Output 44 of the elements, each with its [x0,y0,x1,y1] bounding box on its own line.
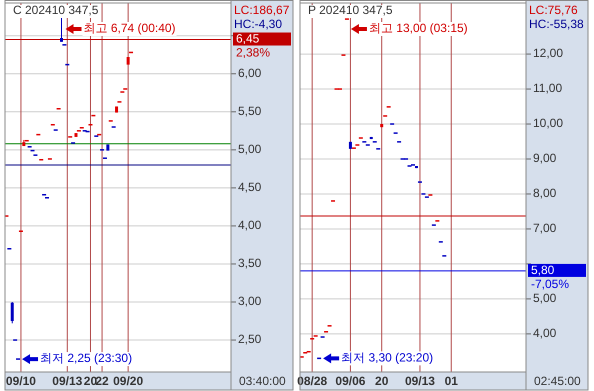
y-tick-label: 9,00 [533,151,557,166]
y-tick-label: 11,00 [533,81,562,96]
x-tick-label: 09/20 [113,374,144,388]
chart-title: C 202410 347,5 [13,3,99,17]
annotation: 최저 2,25 (23:30) [40,351,132,366]
ref-line-label: 5,80 [531,263,555,278]
text: LC:75,76 [529,3,578,17]
x-tick-label: 01 [444,374,458,388]
x-tick-label: 09/13 [404,374,436,388]
y-tick-label: 5,00 [238,142,262,156]
y-tick-label: 12,00 [533,46,564,60]
x-tick-label: 08/28 [297,374,328,388]
x-tick-label: 09/10 [6,374,36,388]
y-tick-label: 10,00 [533,116,564,130]
y-tick-label: 4,50 [238,180,262,194]
y-tick-label: 7,00 [533,221,557,236]
text: -7,05% [531,277,570,292]
candlestick [10,302,14,324]
y-tick-label: 3,50 [238,256,262,270]
text: 02:45:00 [534,374,582,388]
candlestick [60,16,63,42]
y-tick-label: 2,50 [238,332,262,346]
annotation: 최고 6,74 (00:40) [84,21,176,36]
annotation: 최저 3,30 (23:20) [341,350,434,365]
y-tick-label: 4,00 [533,326,557,340]
text: HC:-55,38 [529,17,584,31]
y-tick-label: 5,00 [533,291,557,306]
ref-line-label: 6,45 [236,32,260,46]
y-tick-label: 6,00 [238,66,262,80]
text: 03:40:00 [239,374,286,388]
text: LC:186,67 [234,3,290,17]
chart-title: P 202410 347,5 [308,3,393,17]
text: HC:-4,30 [234,17,282,31]
x-tick-label: 22 [95,374,110,388]
x-tick-label: 20 [375,374,389,388]
x-tick-label: 09/13 [52,374,83,388]
y-tick-label: 8,00 [533,186,557,200]
x-tick-label: 20 [84,374,98,388]
y-tick-label: 3,00 [238,294,262,308]
text: 2,38% [236,46,270,60]
annotation: 최고 13,00 (03:15) [368,21,468,36]
x-tick-label: 09/06 [335,374,366,388]
y-tick-label: 4,00 [238,218,262,232]
y-tick-label: 5,50 [238,104,262,118]
